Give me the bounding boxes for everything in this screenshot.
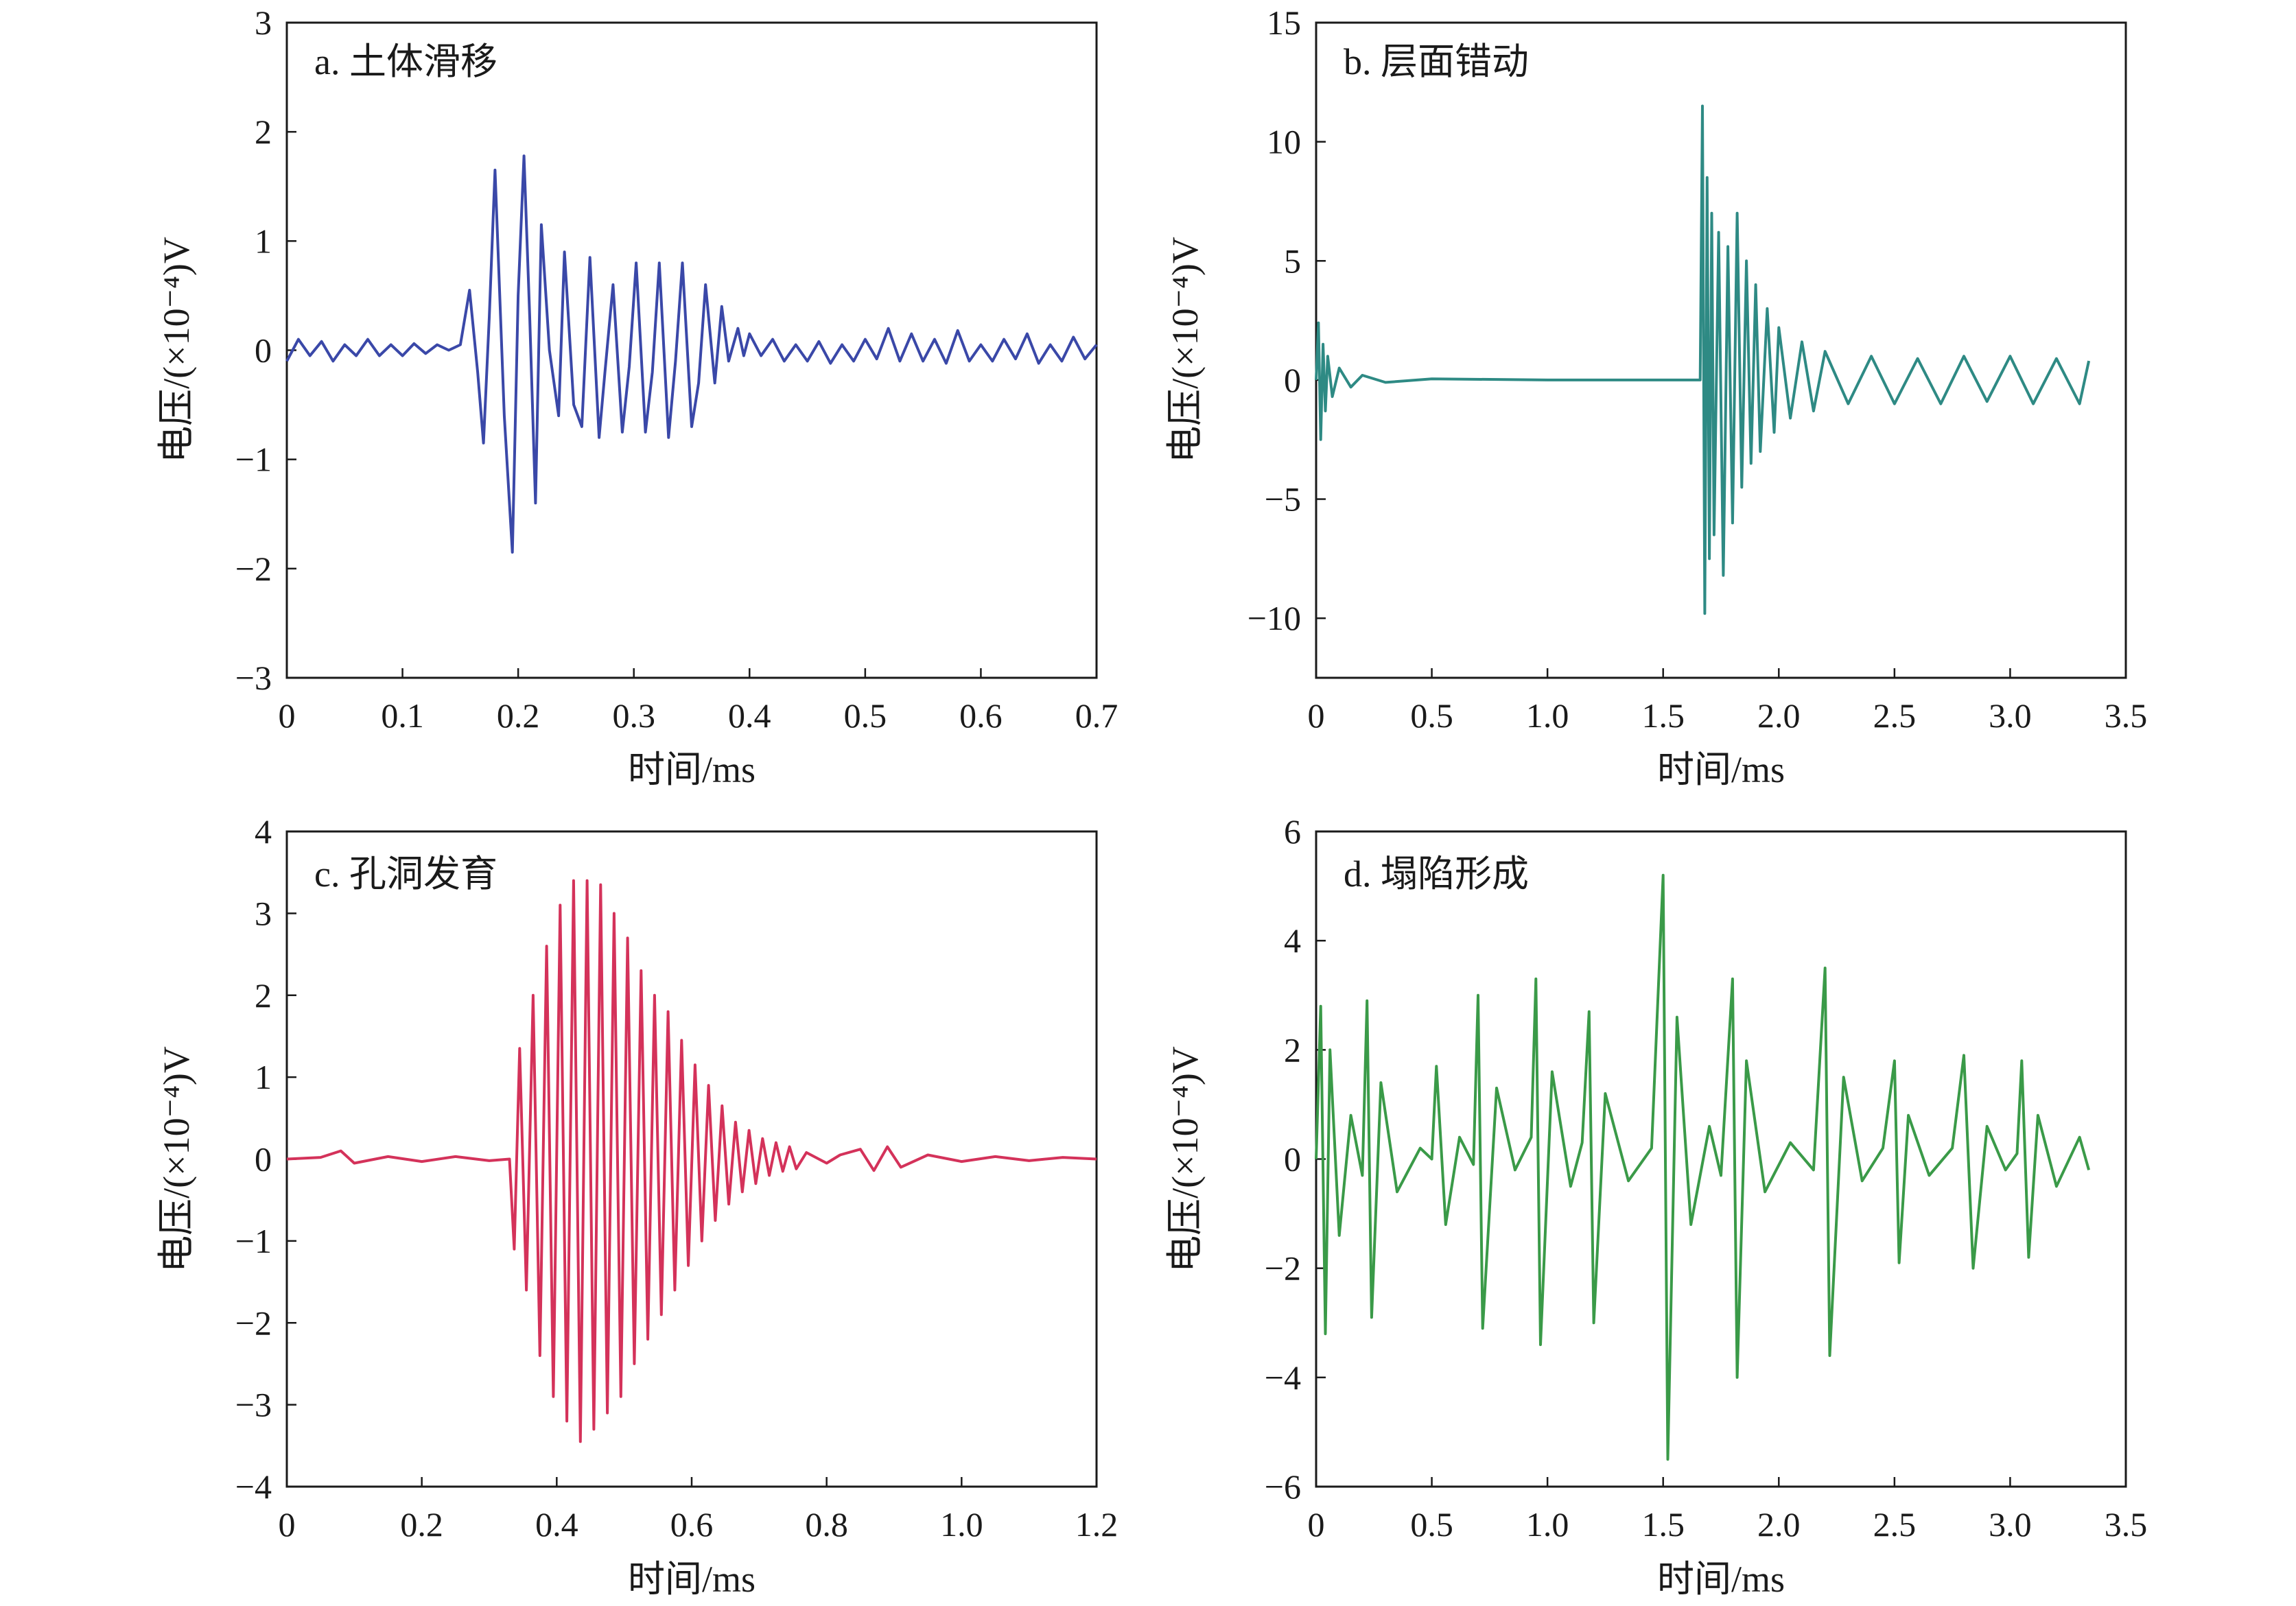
x-tick-label: 0.5 xyxy=(1410,1505,1453,1544)
x-axis-label-a: 时间/ms xyxy=(628,749,755,790)
y-tick-label: −3 xyxy=(235,1386,272,1424)
panel-label-a: a. 土体滑移 xyxy=(314,41,497,82)
x-tick-label: 2.0 xyxy=(1757,696,1801,735)
y-tick-label: 10 xyxy=(1267,123,1301,161)
y-tick-label: 1 xyxy=(255,1058,272,1096)
x-tick-label: 1.5 xyxy=(1641,696,1685,735)
y-tick-label: 0 xyxy=(255,1140,272,1179)
y-tick-label: 2 xyxy=(1284,1030,1301,1069)
x-tick-label: 0.2 xyxy=(497,696,540,735)
x-tick-label: 3.5 xyxy=(2105,1505,2148,1544)
y-tick-label: 6 xyxy=(1284,812,1301,851)
x-tick-label: 0 xyxy=(1308,696,1325,735)
y-tick-label: 4 xyxy=(1284,921,1301,960)
x-tick-label: 0.1 xyxy=(381,696,424,735)
y-axis-label-b: 电压/(×10⁻⁴)V xyxy=(1164,237,1206,463)
y-tick-label: −2 xyxy=(235,1303,272,1342)
series-b xyxy=(1315,104,2091,615)
y-axis-label-d: 电压/(×10⁻⁴)V xyxy=(1164,1046,1206,1273)
y-tick-label: 2 xyxy=(255,976,272,1015)
x-tick-label: 1.2 xyxy=(1075,1505,1118,1544)
series-line xyxy=(1315,104,2091,615)
x-tick-label: 0.4 xyxy=(728,696,771,735)
x-tick-label: 1.0 xyxy=(1526,1505,1569,1544)
x-tick-label: 0 xyxy=(1308,1505,1325,1544)
y-tick-label: 0 xyxy=(1284,1140,1301,1179)
x-tick-label: 0 xyxy=(279,696,296,735)
panel-label-c: c. 孔洞发育 xyxy=(314,853,497,895)
x-tick-label: 3.5 xyxy=(2105,696,2148,735)
series-line xyxy=(286,879,1097,1443)
x-axis-label-c: 时间/ms xyxy=(628,1559,755,1600)
series-d xyxy=(1315,873,2091,1461)
panel-a: a. 土体滑移 时间/ms 电压/(×10⁻⁴)V 0 0.1 0.2 0.3 0.4 0… xyxy=(156,3,1118,790)
x-tick-label: 3.0 xyxy=(1989,1505,2032,1544)
y-axis-label-a: 电压/(×10⁻⁴)V xyxy=(156,237,197,463)
x-tick-label: 0.5 xyxy=(844,696,887,735)
series-line xyxy=(1315,873,2091,1461)
y-tick-label: −4 xyxy=(1265,1358,1301,1397)
x-tick-label: 0.7 xyxy=(1075,696,1118,735)
x-axis-label-d: 时间/ms xyxy=(1657,1559,1785,1600)
y-tick-label: 3 xyxy=(255,894,272,932)
y-tick-label: −10 xyxy=(1247,599,1301,637)
x-tick-label: 3.0 xyxy=(1989,696,2032,735)
ticks-c: 0 0.2 0.4 0.6 0.8 1.0 1.2 −4 −3 −2 −1 0 1 2 3 4 xyxy=(235,812,1118,1544)
y-tick-label: 2 xyxy=(255,113,272,151)
panel-label-b: b. 层面错动 xyxy=(1344,41,1529,82)
y-tick-label: 3 xyxy=(255,3,272,42)
y-tick-label: 4 xyxy=(255,812,272,851)
panel-label-d: d. 塌陷形成 xyxy=(1344,853,1529,895)
x-tick-label: 1.0 xyxy=(940,1505,983,1544)
panel-d: d. 塌陷形成 时间/ms 电压/(×10⁻⁴)V 0 0.5 1.0 1.5 2.0 2… xyxy=(1164,812,2147,1600)
series-c xyxy=(286,879,1097,1443)
x-tick-label: 0.3 xyxy=(612,696,655,735)
y-tick-label: 5 xyxy=(1284,241,1301,280)
y-tick-label: −6 xyxy=(1265,1467,1301,1506)
ticks-a: 0 0.1 0.2 0.3 0.4 0.5 0.6 0.7 −3 −2 −1 0 1 2 3 xyxy=(235,3,1118,735)
y-tick-label: 0 xyxy=(1284,361,1301,399)
x-axis-label-b: 时间/ms xyxy=(1657,749,1785,790)
panel-b: b. 层面错动 时间/ms 电压/(×10⁻⁴)V 0 0.5 1.0 1.5 2.0 2… xyxy=(1164,3,2147,790)
y-tick-label: −2 xyxy=(1265,1249,1301,1288)
y-tick-label: 0 xyxy=(255,331,272,370)
y-tick-label: 1 xyxy=(255,222,272,260)
series-a xyxy=(285,154,1098,554)
ticks-d: 0 0.5 1.0 1.5 2.0 2.5 3.0 3.5 −6 −4 −2 0 2 4 6 xyxy=(1265,812,2147,1544)
y-tick-label: −3 xyxy=(235,659,272,697)
y-tick-label: −2 xyxy=(235,550,272,588)
x-tick-label: 1.0 xyxy=(1526,696,1569,735)
x-tick-label: 2.5 xyxy=(1873,696,1917,735)
x-tick-label: 0.4 xyxy=(535,1505,578,1544)
y-tick-label: −1 xyxy=(235,1222,272,1260)
x-tick-label: 2.0 xyxy=(1757,1505,1801,1544)
x-tick-label: 0.2 xyxy=(400,1505,443,1544)
y-tick-label: 15 xyxy=(1267,3,1301,42)
y-tick-label: −1 xyxy=(235,440,272,479)
panel-c: c. 孔洞发育 时间/ms 电压/(×10⁻⁴)V 0 0.2 0.4 0.6 0.8 1… xyxy=(156,812,1118,1600)
x-tick-label: 1.5 xyxy=(1641,1505,1685,1544)
x-tick-label: 0.8 xyxy=(805,1505,848,1544)
series-line xyxy=(285,154,1098,554)
y-axis-label-c: 电压/(×10⁻⁴)V xyxy=(156,1046,197,1273)
x-tick-label: 0 xyxy=(279,1505,296,1544)
x-tick-label: 0.5 xyxy=(1410,696,1453,735)
y-tick-label: −5 xyxy=(1265,480,1301,519)
x-tick-label: 0.6 xyxy=(959,696,1003,735)
ticks-b: 0 0.5 1.0 1.5 2.0 2.5 3.0 3.5 −10 −5 0 5 10 15 xyxy=(1247,3,2147,735)
x-tick-label: 0.6 xyxy=(670,1505,714,1544)
y-tick-label: −4 xyxy=(235,1467,272,1506)
x-tick-label: 2.5 xyxy=(1873,1505,1917,1544)
